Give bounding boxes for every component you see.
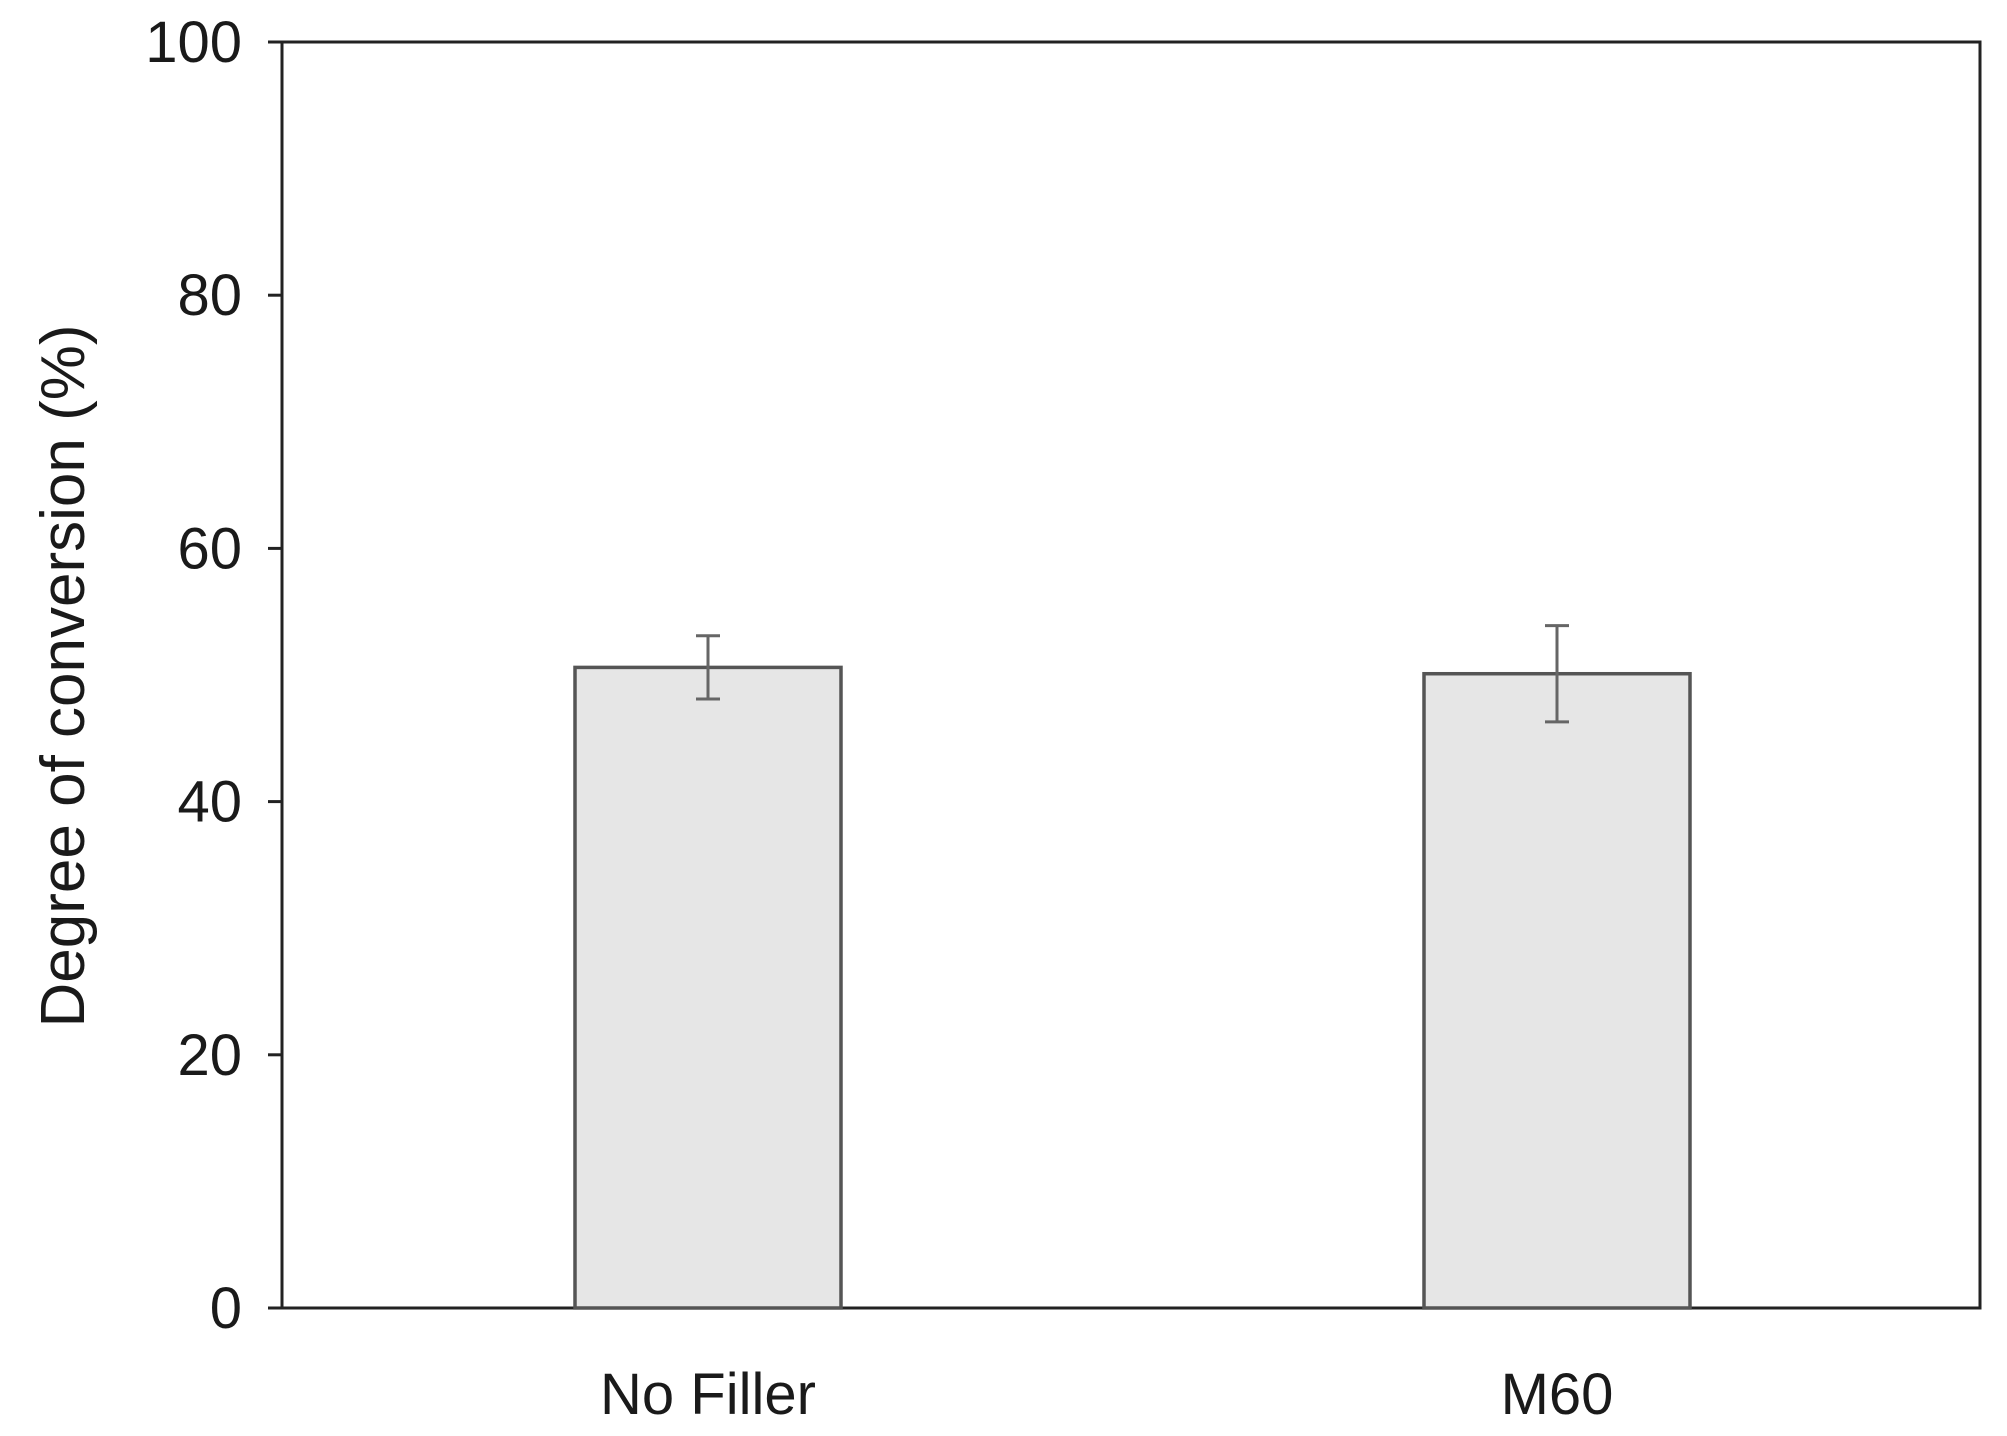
- y-tick-label: 100: [145, 10, 242, 75]
- x-axis-ticks: No Filler M60: [600, 1362, 1613, 1427]
- y-tick-label: 60: [177, 516, 242, 581]
- bars-group: [573, 665, 1692, 1310]
- y-axis-title: Degree of conversion (%): [29, 325, 98, 1028]
- y-tick-label: 40: [177, 770, 242, 835]
- bar-no-filler: [573, 665, 843, 1310]
- y-tick-label: 20: [177, 1023, 242, 1088]
- bar-m60: [1422, 671, 1692, 1310]
- y-axis-ticks: 0 20 40 60 80 100: [145, 10, 282, 1341]
- x-tick-label: No Filler: [600, 1362, 816, 1427]
- plot-frame: [280, 40, 1982, 1310]
- y-tick-label: 0: [210, 1276, 242, 1341]
- error-bars-group: [696, 624, 1569, 724]
- plot-area-border: [280, 40, 1982, 1310]
- y-tick-label: 80: [177, 263, 242, 328]
- x-tick-label: M60: [1501, 1362, 1614, 1427]
